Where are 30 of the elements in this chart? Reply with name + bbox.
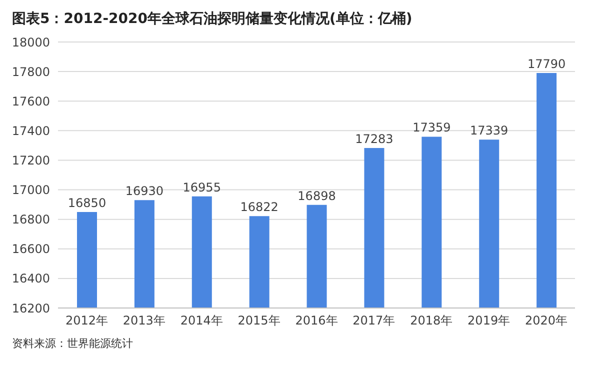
data-label: 16822 — [240, 200, 278, 214]
y-tick-label: 17000 — [12, 183, 50, 198]
x-tick-label: 2019年 — [468, 314, 510, 328]
text: 资料来源：世界能源统计 — [12, 336, 134, 351]
y-tick-label: 17400 — [12, 124, 50, 138]
y-tick-label: 18000 — [12, 35, 50, 50]
data-label: 16930 — [125, 184, 164, 198]
y-tick-label: 17600 — [12, 94, 50, 108]
data-label: 17790 — [527, 57, 566, 72]
y-tick-label: 16600 — [12, 242, 50, 256]
data-label: 17339 — [470, 124, 508, 138]
x-tick-label: 2016年 — [295, 314, 338, 328]
data-label: 17359 — [412, 120, 451, 135]
y-tick-label: 16200 — [12, 301, 50, 316]
x-tick-label: 2020年 — [525, 314, 568, 328]
x-tick-label: 2013年 — [122, 314, 166, 328]
data-label: 16850 — [68, 196, 106, 210]
y-tick-label: 16400 — [12, 272, 50, 286]
y-tick-label: 17200 — [12, 153, 50, 168]
y-tick-label: 17800 — [12, 64, 50, 79]
x-tick-label: 2015年 — [238, 314, 280, 328]
data-label: 17283 — [355, 132, 394, 146]
y-tick-label: 16800 — [12, 212, 50, 227]
data-label: 16955 — [182, 180, 221, 194]
x-tick-label: 2018年 — [410, 314, 453, 328]
x-tick-label: 2017年 — [352, 314, 396, 328]
data-label: 16898 — [298, 188, 336, 203]
chart-title: 图表5：2012-2020年全球石油探明储量变化情况(单位：亿桶) — [11, 10, 414, 29]
x-tick-label: 2012年 — [65, 314, 108, 328]
x-tick-label: 2014年 — [180, 314, 223, 328]
